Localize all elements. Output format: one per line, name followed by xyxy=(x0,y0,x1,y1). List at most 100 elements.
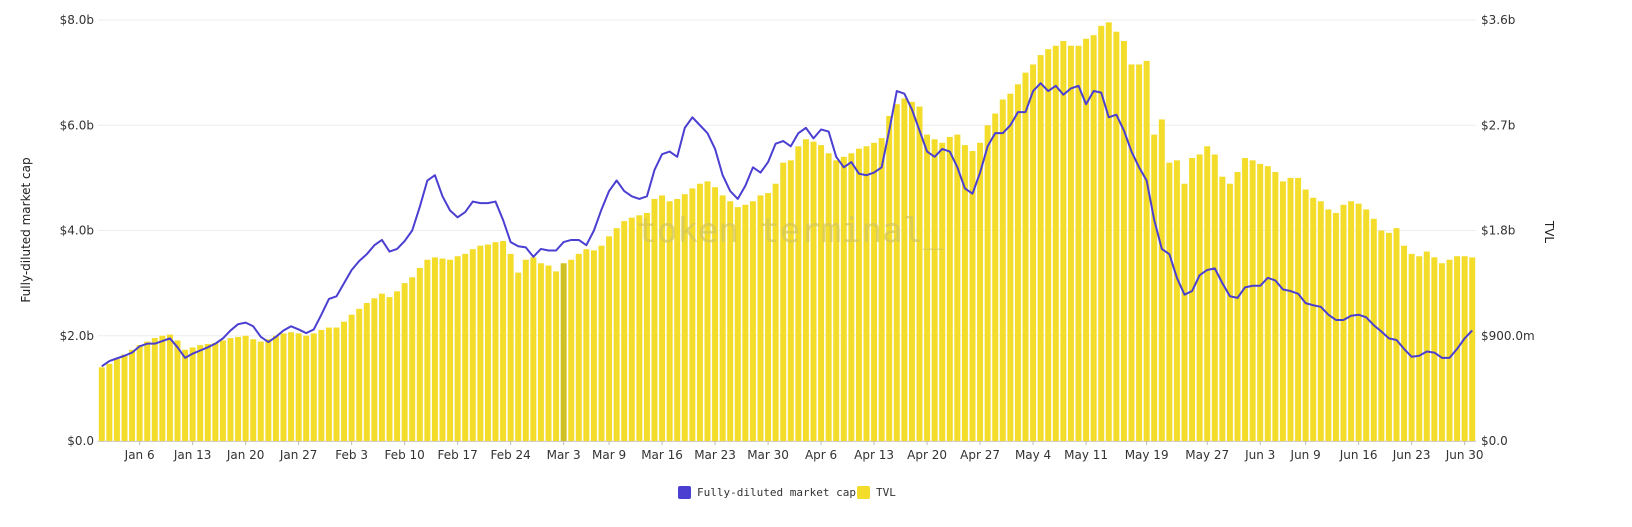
tvl-bar[interactable] xyxy=(696,183,703,441)
tvl-bar[interactable] xyxy=(1348,201,1355,441)
tvl-bar[interactable] xyxy=(621,221,628,441)
tvl-bar[interactable] xyxy=(651,198,658,441)
tvl-bar[interactable] xyxy=(212,342,219,441)
tvl-bar[interactable] xyxy=(121,354,128,441)
tvl-bar[interactable] xyxy=(1022,72,1029,441)
tvl-bar[interactable] xyxy=(265,339,272,441)
tvl-bar[interactable] xyxy=(1370,218,1377,441)
tvl-bar[interactable] xyxy=(136,345,143,441)
tvl-bar[interactable] xyxy=(537,263,544,441)
tvl-bar[interactable] xyxy=(1136,64,1143,441)
tvl-bar[interactable] xyxy=(553,271,560,441)
tvl-bar[interactable] xyxy=(734,207,741,441)
tvl-bar[interactable] xyxy=(1431,257,1438,441)
tvl-bar[interactable] xyxy=(969,150,976,441)
tvl-bar[interactable] xyxy=(939,142,946,441)
tvl-bar[interactable] xyxy=(689,188,696,441)
tvl-bar[interactable] xyxy=(568,259,575,441)
tvl-bar[interactable] xyxy=(886,115,893,442)
tvl-bar[interactable] xyxy=(802,139,809,442)
tvl-bar[interactable] xyxy=(378,293,385,441)
tvl-bar[interactable] xyxy=(999,99,1006,442)
tvl-bar[interactable] xyxy=(303,335,310,441)
tvl-bar[interactable] xyxy=(765,193,772,441)
tvl-bar[interactable] xyxy=(1007,93,1014,442)
tvl-bar[interactable] xyxy=(227,338,234,441)
tvl-bar[interactable] xyxy=(795,146,802,442)
tvl-bar[interactable] xyxy=(1052,45,1059,441)
tvl-bar[interactable] xyxy=(666,201,673,441)
tvl-bar[interactable] xyxy=(492,242,499,441)
tvl-bar[interactable] xyxy=(1423,251,1430,441)
tvl-bar[interactable] xyxy=(242,335,249,441)
tvl-bar[interactable] xyxy=(129,349,136,441)
tvl-bar[interactable] xyxy=(833,160,840,442)
tvl-bar[interactable] xyxy=(1196,154,1203,441)
tvl-bar[interactable] xyxy=(659,195,666,441)
tvl-bar[interactable] xyxy=(197,345,204,441)
tvl-bar[interactable] xyxy=(371,298,378,441)
tvl-bar[interactable] xyxy=(575,253,582,441)
tvl-bar[interactable] xyxy=(1401,245,1408,441)
tvl-bar[interactable] xyxy=(250,339,257,441)
tvl-bar[interactable] xyxy=(1355,203,1362,441)
tvl-bar[interactable] xyxy=(1075,45,1082,441)
tvl-bar[interactable] xyxy=(515,272,522,441)
tvl-bar[interactable] xyxy=(401,283,408,441)
tvl-bar[interactable] xyxy=(394,291,401,441)
tvl-bar[interactable] xyxy=(992,113,999,442)
tvl-bar[interactable] xyxy=(174,340,181,441)
tvl-bar[interactable] xyxy=(341,321,348,441)
tvl-bar[interactable] xyxy=(356,308,363,441)
tvl-bar[interactable] xyxy=(1461,256,1468,441)
tvl-bar[interactable] xyxy=(1257,163,1264,441)
tvl-bar[interactable] xyxy=(439,258,446,441)
tvl-bar[interactable] xyxy=(1325,209,1332,441)
tvl-bar[interactable] xyxy=(871,142,878,441)
tvl-bar[interactable] xyxy=(159,335,166,441)
tvl-bar[interactable] xyxy=(333,327,340,441)
tvl-bar[interactable] xyxy=(583,249,590,441)
tvl-bar[interactable] xyxy=(530,257,537,441)
tvl-bar[interactable] xyxy=(742,204,749,441)
tvl-bar[interactable] xyxy=(749,201,756,441)
tvl-bar[interactable] xyxy=(257,341,264,441)
tvl-bar[interactable] xyxy=(484,244,491,441)
tvl-bar[interactable] xyxy=(757,195,764,441)
tvl-bar[interactable] xyxy=(1181,183,1188,441)
tvl-bar[interactable] xyxy=(818,145,825,441)
tvl-bar[interactable] xyxy=(1166,162,1173,441)
tvl-bar[interactable] xyxy=(1363,209,1370,441)
tvl-bar[interactable] xyxy=(1120,41,1127,442)
tvl-bar[interactable] xyxy=(1446,259,1453,441)
legend-swatch-tvl[interactable] xyxy=(857,486,870,499)
tvl-bar[interactable] xyxy=(954,134,961,441)
tvl-bar[interactable] xyxy=(984,125,991,441)
tvl-bar[interactable] xyxy=(643,212,650,441)
tvl-bar[interactable] xyxy=(1098,25,1105,441)
tvl-bar[interactable] xyxy=(810,141,817,441)
tvl-bar[interactable] xyxy=(674,198,681,441)
tvl-bar[interactable] xyxy=(628,217,635,441)
tvl-bar[interactable] xyxy=(1332,212,1339,441)
tvl-bar[interactable] xyxy=(325,327,332,441)
tvl-bar[interactable] xyxy=(1469,257,1476,441)
tvl-bar[interactable] xyxy=(151,338,158,441)
tvl-bar[interactable] xyxy=(590,250,597,441)
tvl-bar[interactable] xyxy=(840,156,847,441)
tvl-bar[interactable] xyxy=(1408,253,1415,441)
tvl-bar[interactable] xyxy=(727,201,734,441)
tvl-bar[interactable] xyxy=(447,259,454,441)
tvl-bar[interactable] xyxy=(924,134,931,441)
tvl-bar[interactable] xyxy=(235,336,242,441)
tvl-bar[interactable] xyxy=(182,349,189,441)
tvl-bar[interactable] xyxy=(1067,45,1074,441)
tvl-bar[interactable] xyxy=(1340,204,1347,441)
tvl-bar[interactable] xyxy=(189,347,196,441)
tvl-bar[interactable] xyxy=(416,267,423,441)
tvl-bar[interactable] xyxy=(946,136,953,441)
tvl-bar[interactable] xyxy=(469,249,476,441)
tvl-bar[interactable] xyxy=(560,263,567,441)
tvl-bar[interactable] xyxy=(106,363,113,441)
tvl-bar[interactable] xyxy=(545,265,552,441)
